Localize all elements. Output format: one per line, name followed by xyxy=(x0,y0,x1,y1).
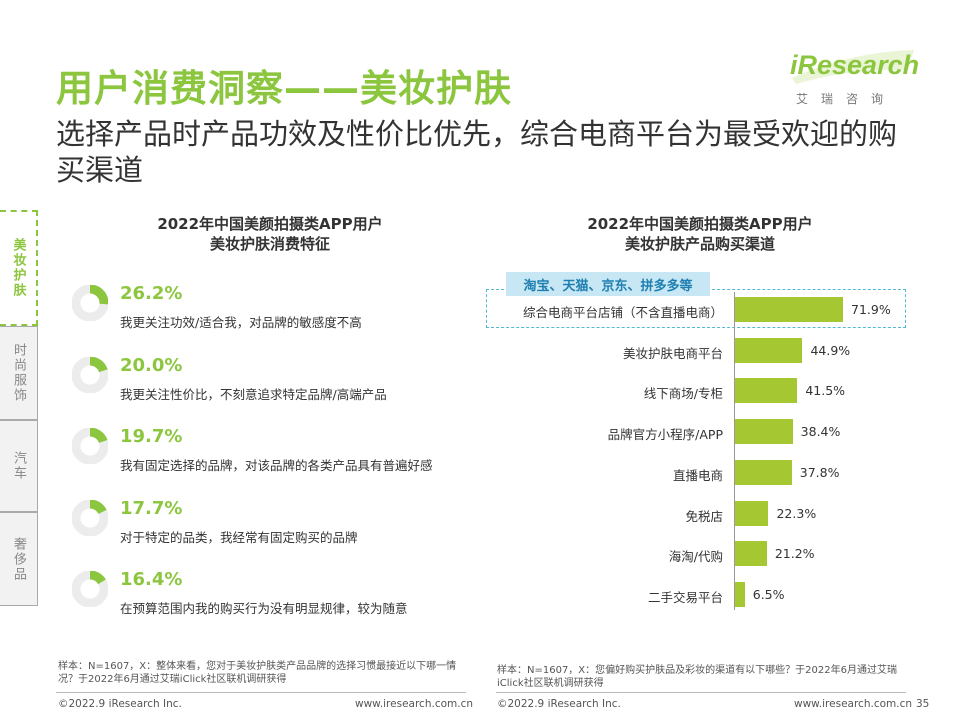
logo-brand: iResearch xyxy=(790,50,920,80)
donut-chart xyxy=(72,571,108,607)
tab-label: 时尚服饰 xyxy=(11,343,26,403)
bar-value-label: 37.8% xyxy=(799,464,840,480)
bar-value-label: 6.5% xyxy=(752,586,785,602)
right-chart-title-line1: 2022年中国美颜拍摄类APP用户 xyxy=(587,215,813,233)
donut-slice xyxy=(72,356,108,393)
percent-label: 20.0% xyxy=(120,354,183,376)
bar-category-label: 美妆护肤电商平台 xyxy=(622,345,723,361)
bar-value-label: 21.2% xyxy=(774,546,815,562)
bar-value-label: 22.3% xyxy=(776,505,817,521)
donut-chart xyxy=(72,428,108,464)
left-chart-title: 2022年中国美颜拍摄类APP用户 美妆护肤消费特征 xyxy=(90,214,450,254)
logo-swoosh-icon xyxy=(792,50,914,84)
bar-value-label: 41.5% xyxy=(805,383,846,399)
left-chart-title-line2: 美妆护肤消费特征 xyxy=(209,235,330,253)
bar-category-label: 直播电商 xyxy=(672,467,723,483)
bar xyxy=(735,419,793,445)
percent-label: 16.4% xyxy=(120,569,183,590)
bar-category-label: 海淘/代购 xyxy=(668,549,723,565)
page-number: 35 xyxy=(916,698,930,710)
donut-slice xyxy=(72,285,108,321)
bar-category-label: 综合电商平台店铺（不含直播电商） xyxy=(522,305,723,320)
bar xyxy=(735,459,792,485)
bar xyxy=(735,541,767,567)
left-sample-note: 样本：N=1607，X：整体来看，您对于美妆护肤类产品品牌的选择习惯最接近以下哪… xyxy=(58,661,457,685)
bar xyxy=(735,500,769,526)
percent-label: 17.7% xyxy=(120,497,183,519)
bar xyxy=(735,581,745,607)
donut-slice xyxy=(72,428,108,464)
bar-category-label: 二手交易平台 xyxy=(647,589,723,605)
left-chart-title-line1: 2022年中国美颜拍摄类APP用户 xyxy=(157,215,383,233)
highlight-tag: 淘宝、天猫、京东、拼多多等 xyxy=(506,272,710,296)
page-subtitle: 选择产品时产品功效及性价比优先，综合电商平台为最受欢迎的购买渠道 xyxy=(56,117,898,187)
tab-label: 奢侈品 xyxy=(11,536,26,582)
feature-description: 对于特定的品类，我经常有固定购买的品牌 xyxy=(120,529,358,545)
percent-label: 19.7% xyxy=(120,426,183,447)
bar-category-label: 免税店 xyxy=(685,508,723,524)
bar-category-label: 品牌官方小程序/APP xyxy=(607,427,723,443)
iresearch-logo: iResearch 艾瑞咨询 xyxy=(790,48,930,108)
footer-url-right[interactable]: www.iresearch.com.cn xyxy=(794,698,913,710)
bar-value-label: 38.4% xyxy=(800,424,841,440)
tab-label: 汽车 xyxy=(11,451,26,481)
bar xyxy=(735,297,843,322)
feature-description: 我更关注功效/适合我，对品牌的敏感度不高 xyxy=(120,315,362,330)
bar xyxy=(735,337,803,363)
footer-url-left[interactable]: www.iresearch.com.cn xyxy=(355,698,474,710)
logo-subtext: 艾瑞咨询 xyxy=(796,92,897,106)
bar-category-label: 线下商场/专柜 xyxy=(643,386,723,402)
footer-divider-right xyxy=(496,692,906,693)
bar-value-label: 71.9% xyxy=(851,302,891,317)
feature-description: 我更关注性价比，不刻意追求特定品牌/高端产品 xyxy=(120,386,387,402)
footer-copyright-right: ©2022.9 iResearch Inc. xyxy=(497,698,621,710)
percent-label: 26.2% xyxy=(120,283,183,304)
tab-beauty-skincare[interactable]: 美妆护肤 xyxy=(0,210,38,326)
feature-description: 在预算范围内我的购买行为没有明显规律，较为随意 xyxy=(120,601,408,616)
right-chart-title-line2: 美妆护肤产品购买渠道 xyxy=(624,235,775,253)
tab-fashion-apparel[interactable]: 时尚服饰 xyxy=(0,326,38,420)
bar-axis xyxy=(734,292,735,610)
tab-label: 美妆护肤 xyxy=(10,238,26,298)
page-title: 用户消费洞察——美妆护肤 xyxy=(56,67,512,110)
footer-copyright-left: ©2022.9 iResearch Inc. xyxy=(58,698,182,710)
bar-value-label: 44.9% xyxy=(810,342,851,358)
right-chart-title: 2022年中国美颜拍摄类APP用户 美妆护肤产品购买渠道 xyxy=(520,214,880,254)
donut-chart xyxy=(72,499,108,536)
donut-chart xyxy=(72,285,108,321)
donut-slice xyxy=(72,499,108,536)
footer-divider-left xyxy=(56,692,466,693)
feature-description: 我有固定选择的品牌，对该品牌的各类产品具有普遍好感 xyxy=(120,458,433,473)
bar xyxy=(735,378,798,404)
donut-chart xyxy=(72,356,108,393)
donut-slice xyxy=(72,571,108,607)
tab-automobile[interactable]: 汽车 xyxy=(0,420,38,512)
right-sample-note: 样本：N=1607，X：您偏好购买护肤品及彩妆的渠道有以下哪些？于2022年6月… xyxy=(497,665,897,689)
tab-luxury[interactable]: 奢侈品 xyxy=(0,512,38,606)
